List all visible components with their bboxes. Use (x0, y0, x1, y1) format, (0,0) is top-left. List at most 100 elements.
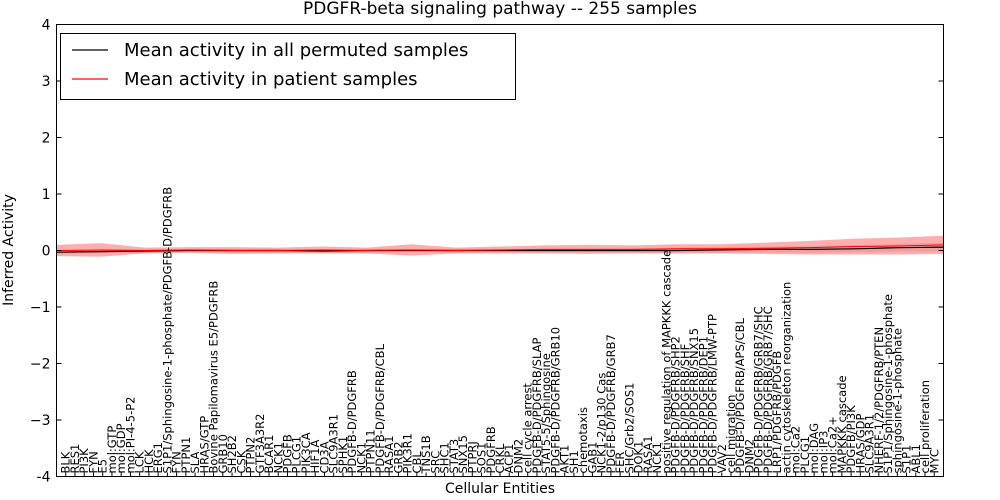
entity-label: RASA1 (641, 435, 655, 473)
entity-label: PDGFB-D/PDGFRB/LMW-PTP (706, 314, 720, 473)
entity-label: STAT5-5/Sphingosine (539, 353, 553, 473)
entity-label: PDGFB/PI3K (844, 405, 858, 474)
entity-label: NCK1 (650, 442, 664, 474)
y-axis: -4 −3 −2 −1 0 1 2 3 4 (30, 18, 944, 486)
series-lines (56, 244, 944, 253)
entity-label: HRAS/GTP (197, 416, 211, 474)
y-tick-label: 1 (42, 187, 51, 203)
series-line (56, 244, 944, 252)
entity-label: S1P1 (900, 445, 914, 474)
entity-label: RASA1 (382, 435, 396, 473)
entity-label: PTPN1 (179, 437, 193, 474)
entity-label: PDGFRB (484, 426, 498, 473)
entity-label: PTPN2 (244, 437, 258, 474)
entity-label: SH2B2 (225, 435, 239, 473)
entity-label: SLA (188, 452, 202, 474)
entity-label: SHC1 (438, 442, 452, 473)
entity-label: chemotaxis (576, 407, 590, 473)
entity-label: TNS1B (419, 435, 433, 474)
entity-label: SHC/Grb2/SOS1 (622, 383, 636, 474)
entity-label: GRB10 (216, 434, 230, 473)
entity-label: PDGFB-D/PDGFRB/SLAP (530, 338, 544, 474)
entity-label: PTPN11 (364, 429, 378, 473)
entity-label: NCK1 (271, 442, 285, 474)
y-tick-label: 3 (42, 74, 51, 90)
entity-label: cell migration (724, 395, 738, 474)
legend-label-patient: Mean activity in patient samples (124, 69, 418, 90)
entity-label: PIK3R1 (401, 433, 415, 474)
entity-label: PTPRJ (465, 441, 479, 473)
entity-label: GAB1 (585, 442, 599, 474)
entity-label: NCK1 (354, 442, 368, 474)
entity-label: PDGFB (280, 434, 294, 473)
y-tick-label: −3 (30, 413, 51, 429)
chart-title: PDGFR-beta signaling pathway -- 255 samp… (303, 0, 697, 19)
y-tick-label: 4 (42, 18, 51, 34)
entity-label: FYN (170, 451, 184, 473)
entity-label: sphingosine-1-phosphate (890, 328, 904, 473)
y-tick-label: 0 (42, 244, 51, 260)
entity-label: PDGFB-D/PDGFRB/GRB7 (604, 334, 618, 473)
entity-label: PDGFB-D/PDGFRB (345, 370, 359, 473)
entity-label: mol:PI-4-5-P2 (123, 397, 137, 474)
entity-label: E5 (96, 459, 110, 474)
entity-label: SLC9A3R1 (863, 414, 877, 474)
entity-label: mol:GDP (114, 423, 128, 473)
entity-label: PLCG1 (290, 436, 304, 474)
legend-box (60, 33, 516, 100)
y-tick-label: −1 (30, 300, 51, 316)
entity-label: S1P1/Sphingosine-1-phosphate (881, 294, 895, 473)
entity-label: ERG1 (151, 442, 165, 474)
entity-label: S1P1/Sphingosine-1-phosphate/PDGFB-D/PDG… (160, 187, 174, 474)
entity-label: mol:DAG (807, 423, 821, 474)
x-axis-entity-labels: BLKRES1PI3KFYNE5mol:GTPmol:GDPmol:PI-4-5… (59, 187, 941, 477)
entity-label: HRAS/GDP (853, 414, 867, 474)
entity-label: PDGFB-D/PDGFRB/APS/CBL (733, 317, 747, 473)
y-tick-label: 2 (42, 131, 51, 147)
entity-label: SRC (428, 451, 442, 474)
entity-label: actin cytoskeleton reorganization (779, 282, 793, 474)
entity-label: mol:Ca2 (789, 426, 803, 474)
entity-label: NHERF-1/2/PDGFRB/PTEN (872, 327, 886, 474)
entity-label: LRP1/PDGFRB/PDGFB (770, 351, 784, 474)
entity-label: cell proliferation (918, 380, 932, 474)
entity-label: DNM2 (511, 439, 525, 474)
entity-label: FER (613, 452, 627, 474)
entity-label: ACP1 (502, 444, 516, 474)
entity-label: CD3A (317, 441, 331, 473)
entity-label: PDGFB-D/PDGFRB/CBL (373, 343, 387, 473)
entity-label: PDGFB-D/PDGFRB/GRB7/SHC (752, 306, 766, 473)
y-tick-label: -4 (37, 470, 51, 486)
entity-label: PDGFB-D/PDGFRB/GRB7/SHC (761, 306, 775, 473)
entity-label: PDGFB-D/PDGFRB/DEP1 (696, 336, 710, 474)
entity-label: PDGFB-D/PDGFRB/SHF (678, 344, 692, 474)
entity-label: SPHK1 (336, 436, 350, 474)
entity-label: SNX15 (456, 435, 470, 473)
legend: Mean activity in all permuted samples Me… (60, 33, 516, 100)
entity-label: MAPKKK cascade (835, 375, 849, 473)
entity-label: cell cycle arrest (521, 383, 535, 474)
entity-label: SLC9A3R1 (327, 414, 341, 474)
entity-label: SOS1 (475, 443, 489, 474)
confidence-bands (56, 235, 944, 257)
entity-label: positive regulation of MAPKKK cascade (659, 250, 673, 474)
entity-label: LCK (133, 451, 147, 473)
entity-label: NCK1-2/p130 Cas (595, 373, 609, 474)
entity-label: DNM2 (742, 439, 756, 474)
y-tick-label: −2 (30, 357, 51, 373)
entity-label: CSK (234, 450, 248, 473)
entity-label: ABL1 (909, 444, 923, 473)
entity-label: PDGFB-D/PDGFRB/SHP2 (669, 336, 683, 473)
entity-label: DOK1 (632, 441, 646, 474)
legend-label-permuted: Mean activity in all permuted samples (124, 40, 468, 61)
entity-label: mol:Ca2+ (826, 416, 840, 473)
entity-label: STAT3 (447, 439, 461, 474)
entity-label: mol:IP3 (816, 431, 830, 474)
entity-label: CBL (410, 451, 424, 474)
entity-label: CRKL (493, 443, 507, 474)
entity-label: HCK (142, 449, 156, 474)
entity-label: mol:GTP (105, 426, 119, 474)
x-axis-title: Cellular Entities (445, 481, 555, 497)
entity-label: PDGFB-D/PDGFRB/SNX15 (687, 328, 701, 474)
